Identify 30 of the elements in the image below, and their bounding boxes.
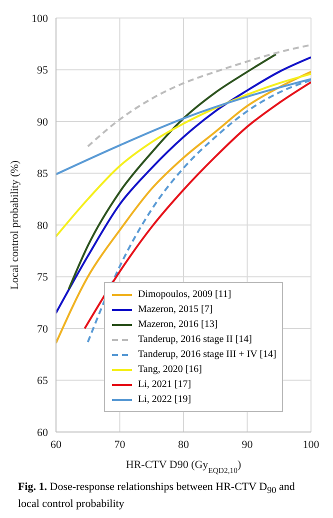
legend-label: Li, 2021 [17]: [138, 379, 192, 390]
legend-label: Mazeron, 2016 [13]: [138, 319, 218, 330]
line-series: [68, 53, 277, 290]
legend-label: Mazeron, 2015 [7]: [138, 304, 213, 315]
y-tick-label: 65: [37, 375, 48, 388]
y-tick-label: 75: [37, 272, 48, 284]
y-tick-label: 95: [37, 64, 48, 77]
line-series: [56, 72, 311, 238]
legend-label: Li, 2022 [19]: [138, 394, 192, 405]
x-tick-label: 100: [302, 438, 320, 451]
y-tick-label: 60: [37, 426, 48, 439]
y-tick-label: 90: [37, 116, 48, 128]
x-tick-label: 80: [178, 438, 190, 451]
legend-label: Dimopoulos, 2009 [11]: [138, 289, 232, 300]
line-series: [56, 56, 311, 314]
line-series: [86, 44, 311, 148]
line-series: [56, 70, 311, 344]
y-tick-label: 70: [37, 323, 48, 336]
chart-title: Fig. 1. Dose-response relationships between HR-CTV D$_{90}$ and local control probability: [18, 481, 295, 510]
x-tick-label: 70: [114, 438, 126, 451]
y-tick-label: 85: [37, 168, 48, 180]
x-axis-title: HR-CTV D90 (Gy$_{EQD2,10}$): [126, 459, 242, 474]
y-tick-label: 80: [37, 220, 48, 232]
y-axis-title: Local control probability (%): [8, 160, 21, 290]
legend-label: Tanderup, 2016 stage II [14]: [138, 334, 252, 345]
y-tick-label: 100: [32, 12, 48, 25]
legend-label: Tang, 2020 [16]: [138, 364, 202, 375]
legend-label: Tanderup, 2016 stage III + IV [14]: [138, 349, 276, 360]
x-tick-label: 60: [50, 438, 62, 451]
x-tick-label: 90: [242, 438, 254, 451]
